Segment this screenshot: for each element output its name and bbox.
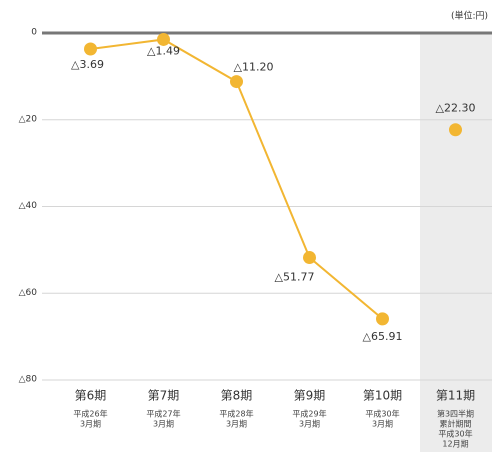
x-tick-label: 平成26年: [73, 409, 107, 419]
x-tick-label: 平成30年: [365, 409, 399, 419]
x-tick-label: 3月期: [372, 420, 393, 429]
y-tick-label: △60: [19, 288, 38, 298]
value-label: △65.91: [363, 330, 403, 343]
highlight-band: [420, 34, 492, 452]
unit-label: (単位:円): [451, 10, 488, 22]
x-tick-label: 第9期: [294, 389, 326, 403]
x-tick-label: 3月期: [226, 420, 247, 429]
y-tick-label: △20: [19, 114, 38, 124]
value-label: △51.77: [275, 271, 315, 284]
x-tick-label: 平成30年: [438, 429, 472, 439]
x-tick-label: 累計期間: [440, 419, 472, 429]
point: [84, 42, 97, 56]
x-tick-label: 平成29年: [292, 409, 326, 419]
value-label: △11.20: [234, 61, 274, 74]
x-tick-label: 第3四半期: [437, 409, 474, 419]
value-label: △3.69: [71, 58, 104, 71]
point: [303, 251, 316, 265]
x-tick-label: 3月期: [80, 420, 101, 429]
x-tick-label: 第7期: [148, 389, 180, 403]
point: [449, 123, 462, 137]
y-tick-label: △80: [19, 375, 38, 385]
x-tick-label: 第11期: [436, 389, 475, 403]
x-tick-label: 平成27年: [146, 409, 180, 419]
value-label: △1.49: [147, 44, 180, 57]
x-tick-label: 3月期: [299, 420, 320, 429]
x-tick-label: 第10期: [363, 389, 402, 403]
x-tick-label: 第6期: [75, 389, 107, 403]
x-tick-label: 3月期: [153, 420, 174, 429]
point: [230, 75, 243, 89]
x-tick-label: 平成28年: [219, 409, 253, 419]
point: [157, 32, 170, 46]
y-tick-label: △40: [19, 201, 38, 211]
x-tick-label: 12月期: [442, 440, 468, 449]
point: [376, 312, 389, 326]
x-tick-label: 第8期: [221, 389, 253, 403]
value-label: △22.30: [436, 102, 476, 115]
y-tick-label: 0: [31, 28, 37, 38]
